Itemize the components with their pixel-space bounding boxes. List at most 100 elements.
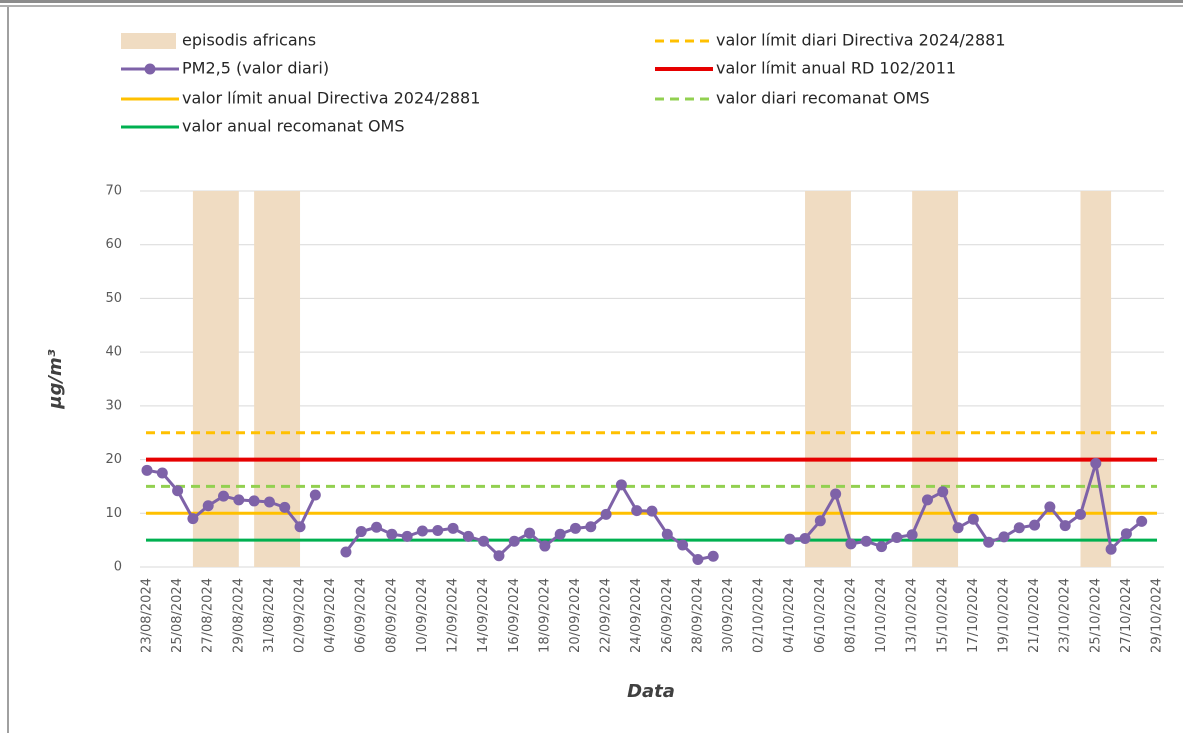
- x-tick-label: 06/10/2024: [813, 578, 828, 653]
- data-point: [569, 522, 581, 534]
- x-tick-label: 25/08/2024: [170, 578, 185, 653]
- x-tick-label: 17/10/2024: [966, 578, 981, 653]
- episode-band: [1080, 191, 1112, 567]
- x-tick-label: 22/09/2024: [599, 578, 614, 653]
- data-point: [1074, 508, 1086, 520]
- x-tick-label: 12/09/2024: [446, 578, 461, 653]
- data-point: [156, 467, 168, 479]
- data-point: [814, 515, 826, 527]
- data-point: [707, 550, 719, 562]
- y-tick-label: 20: [105, 452, 122, 467]
- y-tick-label: 70: [105, 184, 122, 199]
- x-tick-label: 08/10/2024: [843, 578, 858, 653]
- x-tick-label: 08/09/2024: [384, 578, 399, 653]
- y-tick-label: 0: [114, 560, 122, 575]
- x-tick-label: 29/10/2024: [1150, 578, 1165, 653]
- legend-label: valor límit anual RD 102/2011: [716, 59, 956, 78]
- data-point: [784, 533, 796, 545]
- x-tick-label: 15/10/2024: [935, 578, 950, 653]
- data-point: [646, 505, 658, 517]
- data-point: [799, 533, 811, 545]
- data-point: [263, 496, 275, 508]
- data-point: [524, 527, 536, 539]
- data-point: [845, 538, 857, 550]
- data-point: [340, 546, 352, 558]
- data-point: [677, 539, 689, 551]
- x-tick-label: 25/10/2024: [1088, 578, 1103, 653]
- x-tick-label: 04/09/2024: [323, 578, 338, 653]
- data-point: [309, 489, 321, 501]
- data-point: [1120, 528, 1132, 540]
- data-point: [937, 486, 949, 498]
- data-point: [600, 508, 612, 520]
- top-border: [0, 5, 1183, 7]
- data-point: [1090, 457, 1102, 469]
- x-tick-label: 16/09/2024: [507, 578, 522, 653]
- data-point: [141, 464, 153, 476]
- data-point: [631, 505, 643, 517]
- x-tick-label: 24/09/2024: [629, 578, 644, 653]
- x-tick-label: 14/09/2024: [476, 578, 491, 653]
- data-point: [891, 531, 903, 543]
- data-point: [998, 531, 1010, 543]
- data-point: [554, 528, 566, 540]
- data-point: [279, 501, 291, 513]
- data-point: [615, 479, 627, 491]
- data-point: [860, 535, 872, 547]
- data-point: [248, 495, 260, 507]
- x-tick-label: 19/10/2024: [996, 578, 1011, 653]
- y-tick-label: 10: [105, 506, 122, 521]
- data-line: [789, 462, 1143, 553]
- data-point: [1136, 515, 1148, 527]
- x-tick-label: 13/10/2024: [905, 578, 920, 653]
- y-axis-label: μg/m³: [45, 349, 66, 409]
- data-point: [585, 521, 597, 533]
- episode-band: [208, 191, 239, 567]
- y-tick-label: 60: [105, 237, 122, 252]
- x-tick-label: 26/09/2024: [660, 578, 675, 653]
- data-point: [294, 521, 306, 533]
- data-point: [983, 536, 995, 548]
- x-tick-label: 31/08/2024: [262, 578, 277, 653]
- y-tick-label: 50: [105, 291, 122, 306]
- data-point: [1029, 519, 1041, 531]
- x-tick-label: 20/09/2024: [568, 578, 583, 653]
- x-tick-label: 06/09/2024: [354, 578, 369, 653]
- data-point: [462, 530, 474, 542]
- data-point: [906, 529, 918, 541]
- data-point: [401, 530, 413, 542]
- data-point: [447, 522, 459, 534]
- x-tick-label: 29/08/2024: [231, 578, 246, 653]
- legend-swatch: [121, 33, 176, 49]
- data-point: [1044, 501, 1056, 513]
- x-tick-label: 23/10/2024: [1058, 578, 1073, 653]
- x-tick-label: 04/10/2024: [782, 578, 797, 653]
- x-tick-label: 27/10/2024: [1119, 578, 1134, 653]
- x-tick-label: 28/09/2024: [690, 578, 705, 653]
- data-point: [218, 490, 230, 502]
- data-point: [921, 494, 933, 506]
- legend-label: episodis africans: [182, 31, 316, 50]
- episode-band: [927, 191, 959, 567]
- data-point: [478, 535, 490, 547]
- data-point: [539, 540, 551, 552]
- legend-label: valor límit anual Directiva 2024/2881: [182, 89, 480, 108]
- data-point: [371, 521, 383, 533]
- x-tick-label: 27/08/2024: [201, 578, 216, 653]
- x-tick-label: 30/09/2024: [721, 578, 736, 653]
- data-point: [692, 553, 704, 565]
- top-border: [0, 0, 1183, 3]
- x-tick-label: 21/10/2024: [1027, 578, 1042, 653]
- x-tick-label: 23/08/2024: [140, 578, 155, 653]
- episode-band: [820, 191, 851, 567]
- legend-marker: [144, 63, 156, 75]
- data-point: [830, 488, 842, 500]
- data-line: [344, 481, 714, 562]
- y-tick-label: 30: [105, 398, 122, 413]
- data-point: [416, 525, 428, 537]
- data-point: [952, 522, 964, 534]
- x-tick-label: 10/10/2024: [874, 578, 889, 653]
- x-axis-label: Data: [627, 681, 675, 702]
- data-point: [1059, 520, 1071, 532]
